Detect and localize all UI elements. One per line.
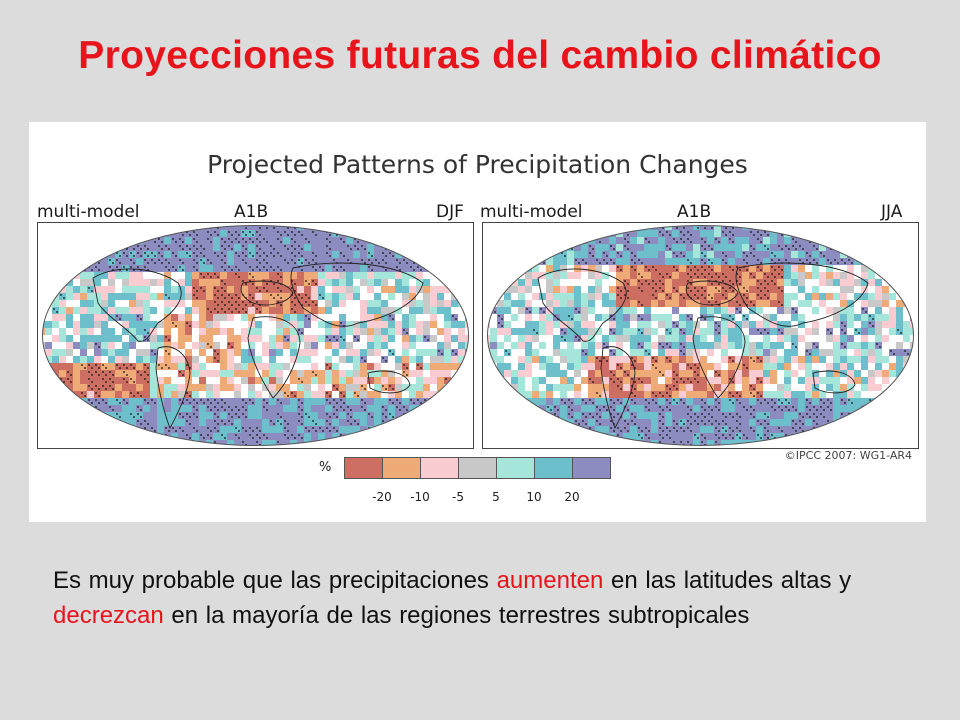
legend-swatch xyxy=(421,458,459,478)
legend-tick-label: 5 xyxy=(492,490,500,504)
legend-swatch xyxy=(535,458,573,478)
legend-unit: % xyxy=(319,460,332,475)
legend-swatch xyxy=(573,458,610,478)
copyright-notice: ©IPCC 2007: WG1-AR4 xyxy=(784,449,912,462)
legend-tick-label: -20 xyxy=(372,490,392,504)
right-panel-season-label: JJA xyxy=(881,202,903,222)
right-panel-scenario-label: A1B xyxy=(677,202,712,222)
map-jja xyxy=(482,222,919,449)
legend-swatch xyxy=(459,458,497,478)
left-panel-model-label: multi-model xyxy=(37,202,140,222)
figure-title: Projected Patterns of Precipitation Chan… xyxy=(207,150,748,179)
caption-part-3: en la mayoría de las regiones terrestres… xyxy=(163,602,750,629)
precipitation-figure: Projected Patterns of Precipitation Chan… xyxy=(29,122,926,522)
legend-tick-label: -5 xyxy=(452,490,464,504)
legend-swatch xyxy=(383,458,421,478)
legend-tick-label: 10 xyxy=(526,490,542,504)
caption-part-2: en las latitudes altas y xyxy=(603,567,852,594)
caption-text: Es muy probable que las precipitaciones … xyxy=(53,563,913,633)
slide-title: Proyecciones futuras del cambio climátic… xyxy=(78,34,882,77)
left-panel-season-label: DJF xyxy=(436,202,464,222)
legend-tick-label: 20 xyxy=(564,490,580,504)
caption-highlight-decrease: decrezcan xyxy=(53,602,164,629)
legend-tick-label: -10 xyxy=(410,490,430,504)
map-djf xyxy=(37,222,474,449)
caption-highlight-increase: aumenten xyxy=(496,567,604,594)
legend-swatch xyxy=(497,458,535,478)
legend-swatch xyxy=(345,458,383,478)
legend-colorbar xyxy=(344,457,611,479)
caption-part-1: Es muy probable que las precipitaciones xyxy=(53,567,497,594)
left-panel-scenario-label: A1B xyxy=(234,202,269,222)
right-panel-model-label: multi-model xyxy=(480,202,583,222)
